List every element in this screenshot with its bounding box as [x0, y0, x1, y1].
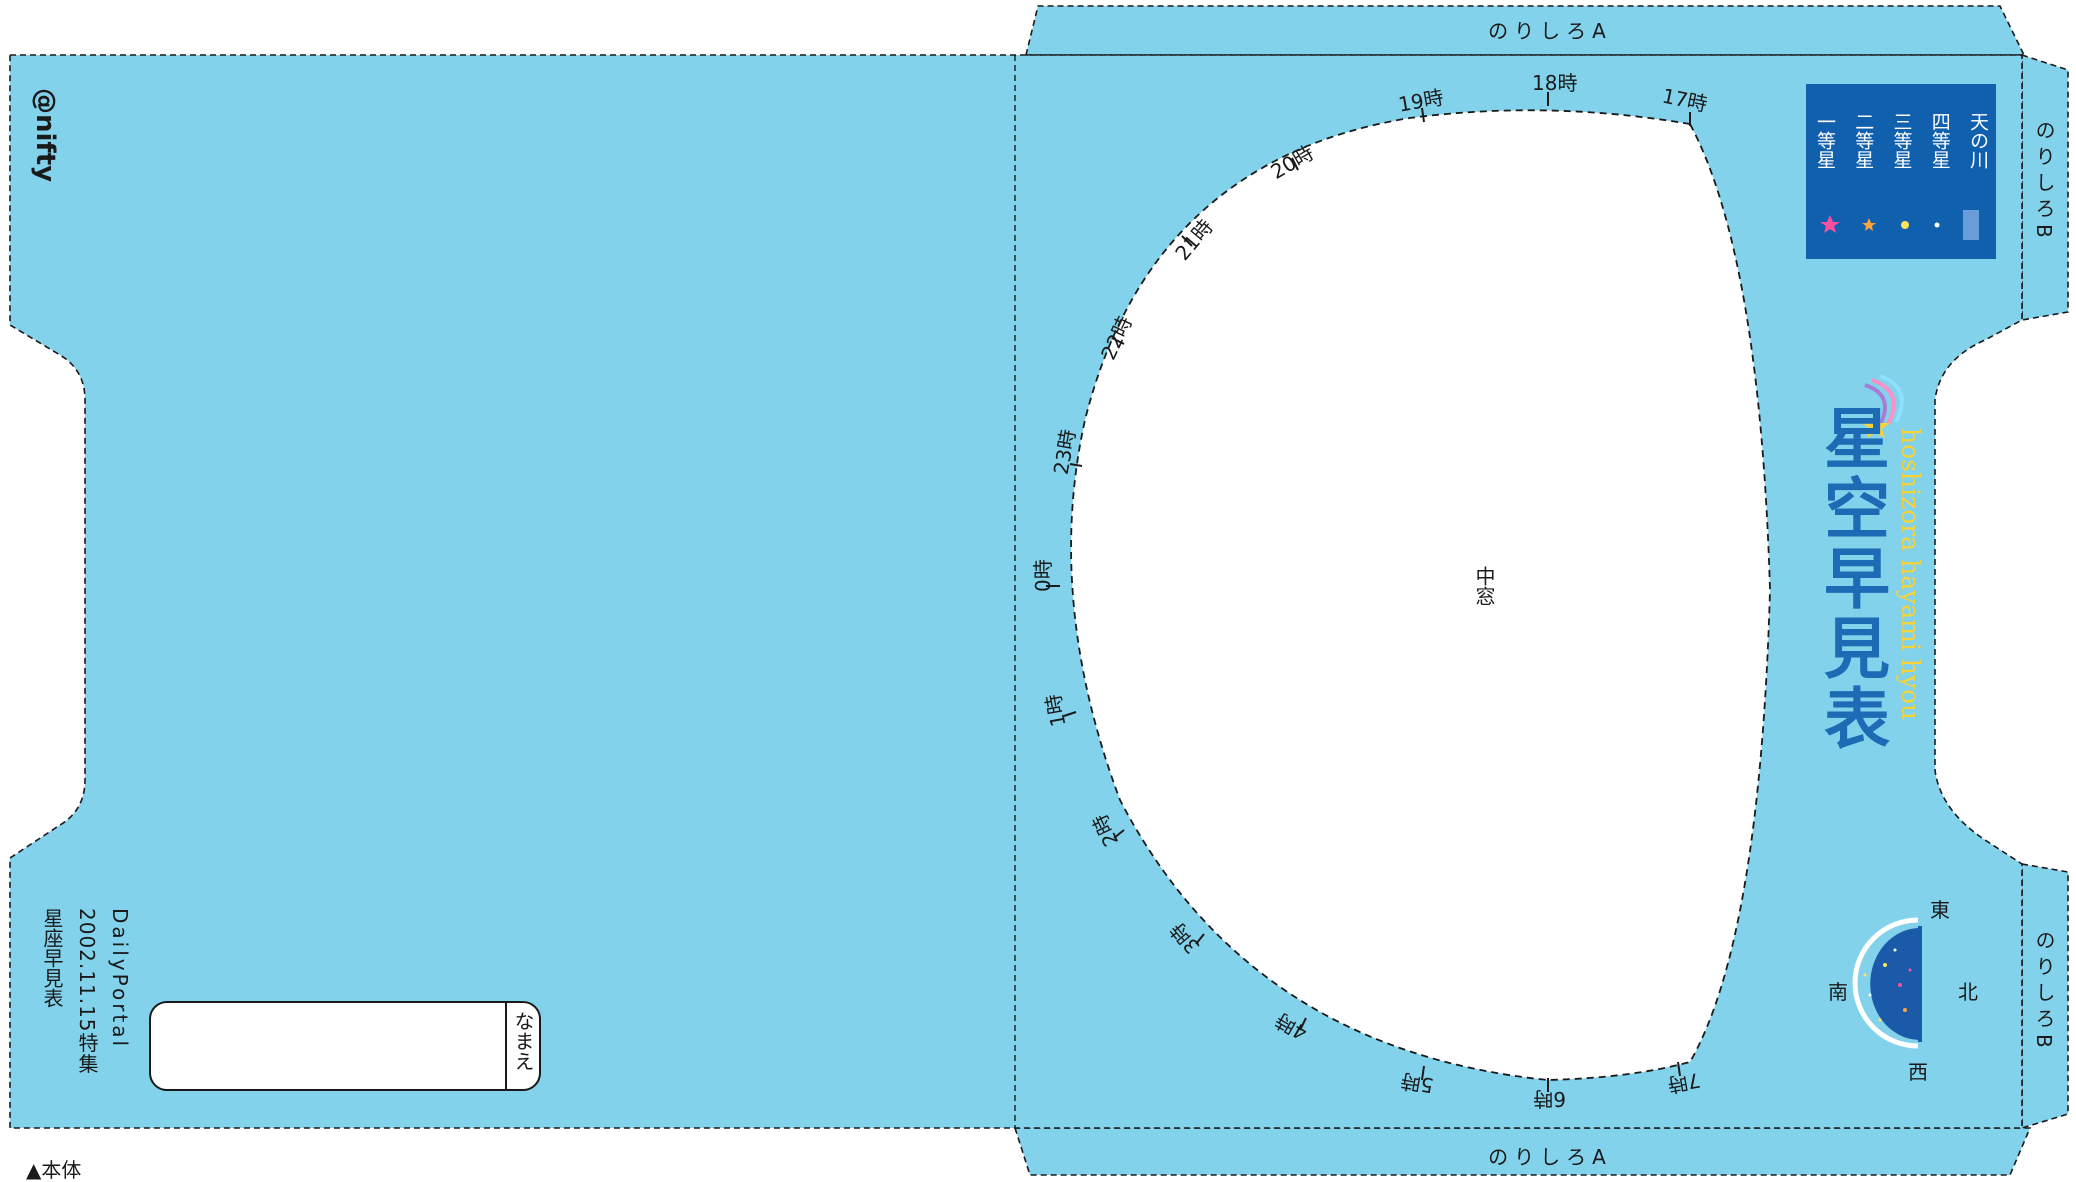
shooting-star-icon [1862, 374, 1904, 438]
glue-tab-bottom [1013, 1127, 2032, 1176]
compass-south: 南 [1828, 980, 1848, 1004]
name-box-label: なまえ [511, 1011, 535, 1071]
caption: ▲本体 [26, 1158, 82, 1182]
compass-north: 北 [1958, 980, 1978, 1004]
glue-tab-top [1024, 5, 2026, 56]
legend-item-5: 天の川 [1967, 112, 1989, 169]
star-pink-icon [1820, 215, 1840, 233]
title-romaji: hoshizora hayami hyou [1896, 428, 1925, 721]
hour-ticks [1046, 92, 1691, 1092]
credit-line-3: 星座早見表 [40, 908, 64, 1008]
dot-white-icon [1934, 222, 1940, 228]
name-box[interactable]: なまえ [149, 1001, 541, 1091]
credit-line-2: 2002.11.15特集 [75, 908, 99, 1075]
glue-tab-right-lower-label: のりしろB [2032, 930, 2056, 1054]
compass-west: 西 [1908, 1060, 1928, 1084]
hour-5: 5時 [1399, 1069, 1435, 1098]
legend-item-2: 二等星 [1852, 112, 1875, 169]
legend-item-4: 四等星 [1928, 112, 1951, 169]
glue-tab-right-upper-label: のりしろB [2032, 120, 2056, 244]
name-box-divider [505, 1003, 507, 1089]
sky-globe-icon [1852, 917, 1922, 1049]
dot-yellow-icon [1901, 221, 1909, 229]
hour-6: 6時 [1533, 1087, 1566, 1111]
brand-logo: @nifty [30, 88, 60, 183]
glue-tab-bottom-label: のりしろA [1488, 1145, 1612, 1169]
hour-18: 18時 [1532, 71, 1577, 95]
credit-line-1: DailyPortal [108, 908, 132, 1050]
legend-item-1: 一等星 [1814, 112, 1836, 169]
center-window [1070, 109, 1771, 1081]
milky-way-swatch-icon [1963, 210, 1979, 240]
legend-markers [1820, 210, 1979, 240]
glue-tab-top-label: のりしろA [1488, 19, 1612, 43]
hour-7: 7時 [1666, 1068, 1702, 1097]
center-window-label: 中窓 [1472, 566, 1496, 606]
compass-east: 東 [1930, 898, 1950, 922]
star-orange-icon [1862, 218, 1876, 231]
legend-labels: 天の川 四等星 三等星 二等星 一等星 [1812, 112, 1992, 207]
hour-1: 1時 [1041, 692, 1070, 728]
title-main: 星空早見表 [1813, 404, 1890, 754]
legend-item-3: 三等星 [1890, 112, 1913, 169]
credit-block: DailyPortal 2002.11.15特集 星座早見表 [38, 908, 132, 1128]
name-box-input[interactable] [163, 1011, 483, 1081]
hour-0: 0時 [1031, 559, 1055, 592]
